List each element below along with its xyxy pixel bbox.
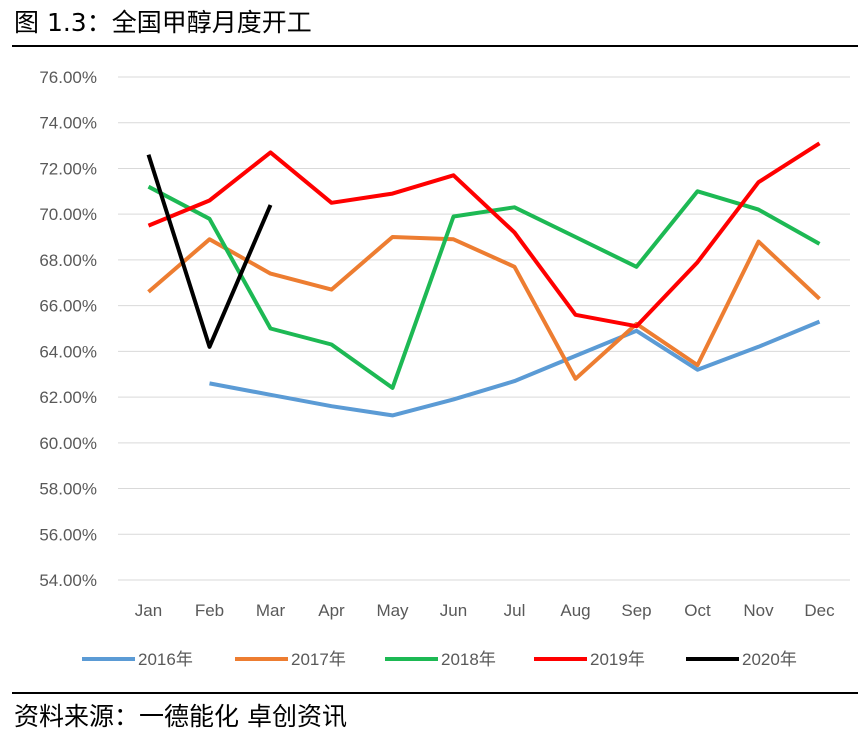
series-line-2	[147, 184, 821, 390]
x-tick-label: Dec	[804, 601, 835, 620]
top-rule	[12, 45, 858, 47]
x-tick-label: Apr	[318, 601, 345, 620]
series-line-0	[209, 319, 821, 418]
x-tick-label: Mar	[256, 601, 286, 620]
figure-title: 图 1.3：全国甲醇月度开工	[14, 8, 312, 37]
series-line-1	[147, 235, 821, 381]
y-axis-tick-labels: 54.00% 56.00% 58.00% 60.00% 62.00% 64.00% 66.0…	[39, 68, 97, 590]
source-note: 资料来源：一德能化 卓创资讯	[14, 702, 347, 731]
x-tick-label: Aug	[560, 601, 590, 620]
x-tick-label: Feb	[195, 601, 224, 620]
series-line-4	[146, 154, 273, 349]
legend-label-4: 2020年	[742, 650, 797, 669]
series-line-3	[147, 141, 821, 329]
x-tick-label: May	[376, 601, 409, 620]
y-tick-label: 76.00%	[39, 68, 97, 87]
x-tick-label: Sep	[621, 601, 651, 620]
legend-label-3: 2019年	[590, 650, 645, 669]
y-tick-label: 74.00%	[39, 114, 97, 133]
legend-label-2: 2018年	[441, 650, 496, 669]
legend-label-0: 2016年	[138, 650, 193, 669]
y-tick-label: 60.00%	[39, 434, 97, 453]
y-tick-label: 58.00%	[39, 480, 97, 499]
y-tick-label: 72.00%	[39, 159, 97, 178]
bottom-rule	[12, 692, 858, 694]
y-tick-label: 64.00%	[39, 342, 97, 361]
series-lines	[146, 141, 821, 418]
gridlines	[118, 76, 850, 581]
y-tick-label: 54.00%	[39, 571, 97, 590]
x-tick-label: Jul	[504, 601, 526, 620]
x-tick-label: Jan	[135, 601, 162, 620]
x-tick-label: Jun	[440, 601, 467, 620]
x-tick-label: Nov	[743, 601, 774, 620]
legend-label-1: 2017年	[291, 650, 346, 669]
x-tick-label: Oct	[684, 601, 711, 620]
y-tick-label: 62.00%	[39, 388, 97, 407]
methanol-utilization-chart: 54.00% 56.00% 58.00% 60.00% 62.00% 64.00% 66.0…	[39, 68, 850, 669]
y-tick-label: 70.00%	[39, 205, 97, 224]
legend: 2016年 2017年 2018年 2019年 2020年	[82, 650, 797, 669]
x-axis-tick-labels: Jan Feb Mar Apr May Jun Jul Aug Sep Oct Nov Dec	[135, 601, 835, 620]
y-tick-label: 66.00%	[39, 297, 97, 316]
y-tick-label: 56.00%	[39, 525, 97, 544]
y-tick-label: 68.00%	[39, 251, 97, 270]
